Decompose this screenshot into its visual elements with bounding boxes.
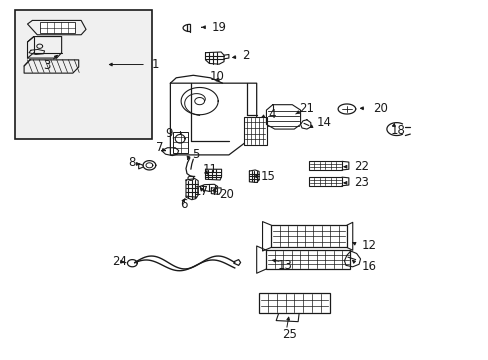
Text: 14: 14 xyxy=(316,116,331,129)
Bar xyxy=(308,177,341,186)
Text: 21: 21 xyxy=(299,103,313,116)
Text: 2: 2 xyxy=(242,49,249,62)
Text: 4: 4 xyxy=(267,108,275,121)
Bar xyxy=(172,132,188,153)
Text: 11: 11 xyxy=(202,163,217,176)
Text: 10: 10 xyxy=(209,69,224,82)
Bar xyxy=(308,161,341,170)
Text: 12: 12 xyxy=(361,239,376,252)
Bar xyxy=(243,117,266,145)
Bar xyxy=(40,22,75,33)
Text: 24: 24 xyxy=(112,255,126,268)
Text: 16: 16 xyxy=(361,260,376,273)
Text: 1: 1 xyxy=(152,58,159,71)
Text: 20: 20 xyxy=(372,102,387,115)
Text: 13: 13 xyxy=(277,259,292,272)
Text: 9: 9 xyxy=(165,127,173,140)
Bar xyxy=(15,10,152,139)
Text: 6: 6 xyxy=(180,198,187,211)
Text: 25: 25 xyxy=(282,328,297,341)
Bar xyxy=(259,293,329,314)
Text: 17: 17 xyxy=(193,185,208,198)
Text: 23: 23 xyxy=(353,176,368,189)
Text: 5: 5 xyxy=(191,148,199,161)
Text: 15: 15 xyxy=(261,170,275,183)
Text: 20: 20 xyxy=(219,188,234,201)
Text: 22: 22 xyxy=(353,160,368,173)
Text: 8: 8 xyxy=(128,156,136,169)
Bar xyxy=(271,225,346,247)
Text: 3: 3 xyxy=(43,59,51,72)
Text: 19: 19 xyxy=(211,21,226,34)
Bar xyxy=(266,250,349,269)
Text: 18: 18 xyxy=(390,124,405,137)
Text: 7: 7 xyxy=(156,141,163,154)
